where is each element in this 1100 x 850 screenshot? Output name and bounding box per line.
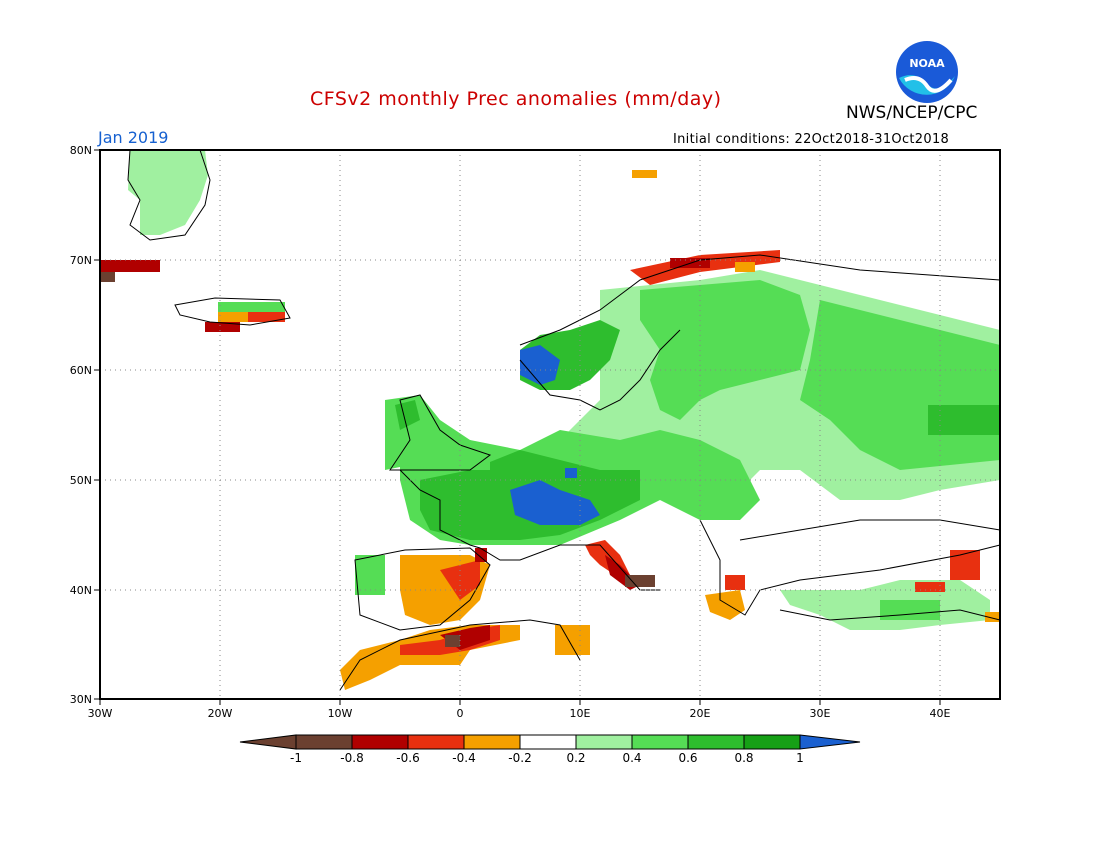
colorbar-label: 0.2 — [566, 751, 586, 765]
colorbar-segment — [743, 734, 801, 750]
lat-label: 50N — [70, 474, 92, 487]
lon-label: 20W — [208, 707, 233, 720]
colorbar-label: -0.8 — [340, 751, 364, 765]
colorbar-label: 1 — [796, 751, 804, 765]
svg-text:NOAA: NOAA — [909, 57, 945, 70]
colorbar-segment — [351, 734, 409, 750]
agency-label: NWS/NCEP/CPC — [846, 103, 978, 123]
lat-label: 60N — [70, 364, 92, 377]
colorbar-segment — [519, 734, 577, 750]
colorbar-segment — [575, 734, 633, 750]
lon-label: 10W — [328, 707, 353, 720]
colorbar — [239, 734, 861, 750]
lon-label: 20E — [690, 707, 711, 720]
colorbar-label: 0.6 — [678, 751, 698, 765]
lon-label: 30W — [88, 707, 113, 720]
colorbar-label: -1 — [290, 751, 302, 765]
lat-label: 80N — [70, 144, 92, 157]
greenland-anomaly — [128, 150, 208, 235]
colorbar-segment — [631, 734, 689, 750]
colorbar-low-triangle — [239, 734, 297, 750]
lon-label: 0 — [457, 707, 464, 720]
colorbar-label: -0.2 — [508, 751, 532, 765]
colorbar-high-triangle — [799, 734, 861, 750]
colorbar-label: 0.4 — [622, 751, 642, 765]
noaa-logo-icon: NOAA — [896, 41, 958, 103]
colorbar-segment — [407, 734, 465, 750]
lon-label: 40E — [930, 707, 951, 720]
chart-title: CFSv2 monthly Prec anomalies (mm/day) — [310, 88, 722, 110]
lat-label: 40N — [70, 584, 92, 597]
lat-label: 30N — [70, 693, 92, 706]
colorbar-segment — [295, 734, 353, 750]
colorbar-label: 0.8 — [734, 751, 754, 765]
lon-label: 30E — [810, 707, 831, 720]
forecast-month: Jan 2019 — [98, 128, 169, 147]
colorbar-label: -0.6 — [396, 751, 420, 765]
colorbar-segment — [463, 734, 521, 750]
greenland-south-anomaly — [100, 260, 160, 272]
colorbar-label: -0.4 — [452, 751, 476, 765]
colorbar-segment — [687, 734, 745, 750]
lon-label: 10E — [570, 707, 591, 720]
lat-label: 70N — [70, 254, 92, 267]
initial-conditions: Initial conditions: 22Oct2018-31Oct2018 — [673, 132, 950, 147]
